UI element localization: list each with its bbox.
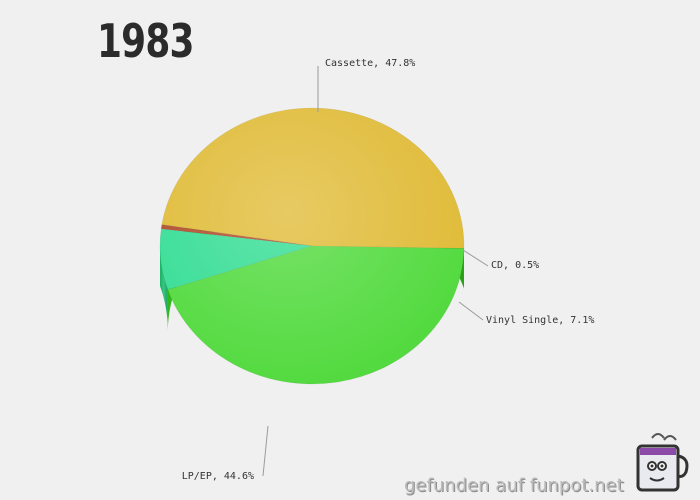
slice-label-2: Vinyl Single, 7.1% (486, 315, 594, 326)
leader-line-3 (262, 425, 269, 477)
leader-line-1 (462, 249, 489, 267)
watermark-text: gefunden auf funpot.net (404, 475, 624, 496)
slice-label-1: CD, 0.5% (491, 260, 539, 271)
chart-title: 1983 (97, 14, 195, 68)
slice-label-3: LP/EP, 44.6% (182, 471, 254, 482)
pie-shine (160, 108, 464, 384)
leader-line-2 (458, 301, 484, 321)
mug-mascot-icon (636, 433, 689, 492)
slice-label-0: Cassette, 47.8% (325, 58, 415, 69)
